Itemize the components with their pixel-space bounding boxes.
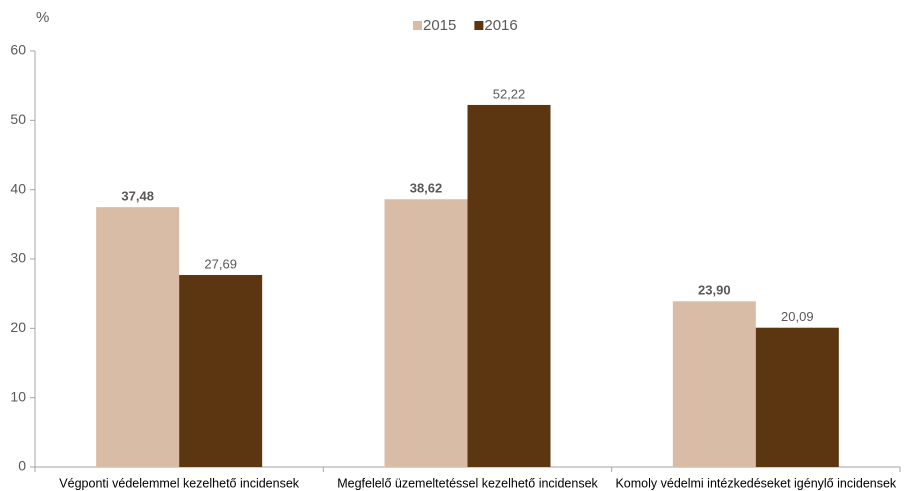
legend-swatch <box>413 21 422 30</box>
legend-text: 2016 <box>484 17 517 34</box>
y-tick-label: 10 <box>10 388 26 404</box>
y-tick-label: 30 <box>10 250 26 266</box>
y-axis-title: % <box>36 9 49 26</box>
bar <box>384 199 468 467</box>
bar <box>467 104 551 467</box>
bar <box>179 275 263 467</box>
value-label: 52,22 <box>493 86 526 101</box>
bar <box>96 207 180 467</box>
y-tick-label: 40 <box>10 180 26 196</box>
bar <box>672 301 756 467</box>
legend-text: 2015 <box>423 17 456 34</box>
x-tick-label: Megfelelő üzemeltetéssel kezelhető incid… <box>337 476 598 490</box>
y-tick-label: 60 <box>10 42 26 58</box>
x-tick-label: Végponti védelemmel kezelhető incidensek <box>59 476 299 490</box>
y-tick-label: 50 <box>10 111 26 127</box>
value-label: 38,62 <box>410 181 443 196</box>
value-label: 37,48 <box>121 189 154 204</box>
value-label: 27,69 <box>204 256 237 271</box>
x-tick-label: Komoly védelmi intézkedéseket igénylő in… <box>615 476 896 490</box>
value-label: 20,09 <box>781 309 814 324</box>
value-label: 23,90 <box>698 283 731 298</box>
legend-swatch <box>474 21 484 30</box>
y-tick-label: 20 <box>10 319 26 335</box>
bar <box>755 327 839 467</box>
y-tick-label: 0 <box>18 458 26 474</box>
